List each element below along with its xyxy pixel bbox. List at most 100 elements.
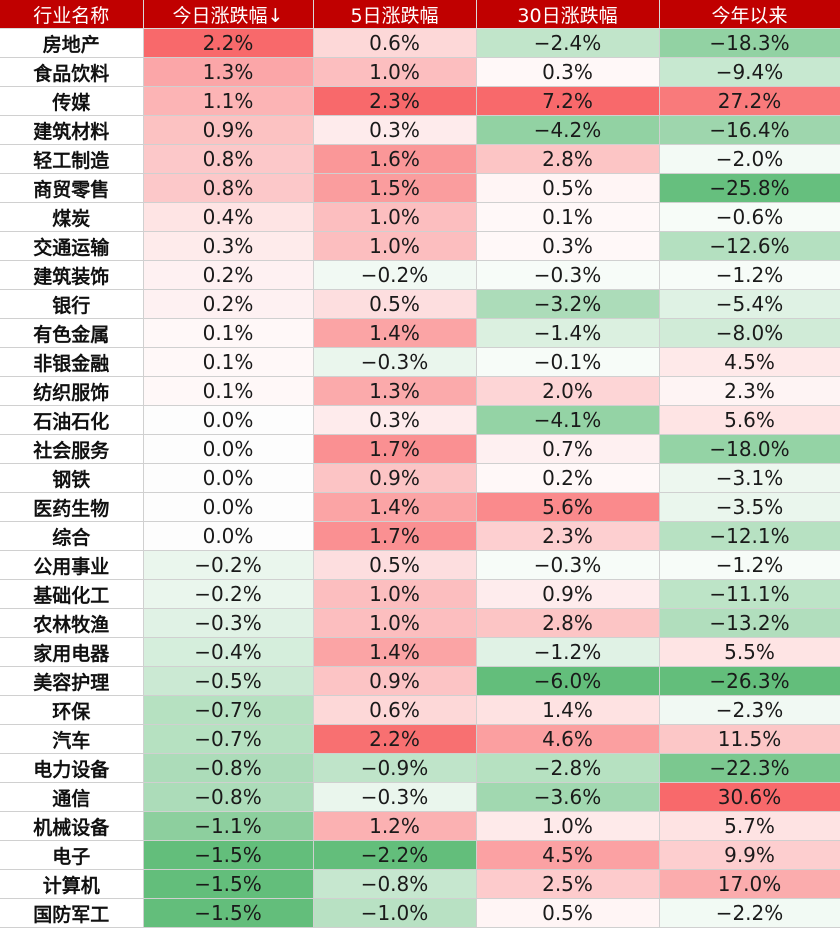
today-change-cell: −0.3% [143,608,314,638]
ytd-change-cell: 4.5% [659,347,840,377]
table-row: 农林牧渔 −0.3% 1.0% 2.8% −13.2% [0,608,840,638]
industry-name-cell: 煤炭 [0,202,144,232]
thirty-day-change-cell: 0.3% [476,231,660,261]
five-day-change-cell: 1.4% [313,318,477,348]
today-change-cell: −0.2% [143,579,314,609]
today-change-cell: 0.0% [143,434,314,464]
five-day-change-cell: 1.3% [313,376,477,406]
thirty-day-change-cell: −6.0% [476,666,660,696]
table-row: 有色金属 0.1% 1.4% −1.4% −8.0% [0,318,840,348]
industry-name-cell: 机械设备 [0,811,144,841]
five-day-change-cell: −0.9% [313,753,477,783]
header-30day-change[interactable]: 30日涨跌幅 [476,0,660,29]
thirty-day-change-cell: −3.6% [476,782,660,812]
table-row: 食品饮料 1.3% 1.0% 0.3% −9.4% [0,57,840,87]
thirty-day-change-cell: −4.1% [476,405,660,435]
thirty-day-change-cell: 0.7% [476,434,660,464]
thirty-day-change-cell: 2.0% [476,376,660,406]
header-today-change-sorted[interactable]: 今日涨跌幅↓ [143,0,314,29]
thirty-day-change-cell: −0.3% [476,550,660,580]
industry-name-cell: 非银金融 [0,347,144,377]
table-row: 综合 0.0% 1.7% 2.3% −12.1% [0,521,840,551]
industry-name-cell: 轻工制造 [0,144,144,174]
today-change-cell: 2.2% [143,28,314,58]
industry-name-cell: 社会服务 [0,434,144,464]
table-row: 石油石化 0.0% 0.3% −4.1% 5.6% [0,405,840,435]
industry-name-cell: 电子 [0,840,144,870]
thirty-day-change-cell: −2.4% [476,28,660,58]
table-row: 美容护理 −0.5% 0.9% −6.0% −26.3% [0,666,840,696]
table-header: 行业名称 今日涨跌幅↓ 5日涨跌幅 30日涨跌幅 今年以来 [0,0,840,29]
header-ytd-change[interactable]: 今年以来 [659,0,840,29]
five-day-change-cell: 1.5% [313,173,477,203]
five-day-change-cell: 0.5% [313,550,477,580]
five-day-change-cell: 1.0% [313,579,477,609]
table-row: 通信 −0.8% −0.3% −3.6% 30.6% [0,782,840,812]
industry-name-cell: 国防军工 [0,898,144,928]
five-day-change-cell: 1.6% [313,144,477,174]
five-day-change-cell: −0.2% [313,260,477,290]
ytd-change-cell: −9.4% [659,57,840,87]
five-day-change-cell: 1.7% [313,434,477,464]
ytd-change-cell: −1.2% [659,260,840,290]
industry-name-cell: 环保 [0,695,144,725]
five-day-change-cell: 0.3% [313,115,477,145]
five-day-change-cell: 1.4% [313,492,477,522]
thirty-day-change-cell: 0.3% [476,57,660,87]
table-row: 钢铁 0.0% 0.9% 0.2% −3.1% [0,463,840,493]
industry-name-cell: 电力设备 [0,753,144,783]
ytd-change-cell: 2.3% [659,376,840,406]
table-row: 基础化工 −0.2% 1.0% 0.9% −11.1% [0,579,840,609]
ytd-change-cell: 5.6% [659,405,840,435]
table-row: 医药生物 0.0% 1.4% 5.6% −3.5% [0,492,840,522]
today-change-cell: −0.7% [143,695,314,725]
ytd-change-cell: −25.8% [659,173,840,203]
table-row: 煤炭 0.4% 1.0% 0.1% −0.6% [0,202,840,232]
ytd-change-cell: −22.3% [659,753,840,783]
today-change-cell: 0.0% [143,492,314,522]
five-day-change-cell: 0.3% [313,405,477,435]
industry-name-cell: 建筑材料 [0,115,144,145]
ytd-change-cell: −16.4% [659,115,840,145]
ytd-change-cell: −3.5% [659,492,840,522]
today-change-cell: −1.5% [143,869,314,899]
header-5day-change[interactable]: 5日涨跌幅 [313,0,477,29]
ytd-change-cell: 11.5% [659,724,840,754]
ytd-change-cell: −26.3% [659,666,840,696]
ytd-change-cell: 5.5% [659,637,840,667]
thirty-day-change-cell: −4.2% [476,115,660,145]
ytd-change-cell: −2.2% [659,898,840,928]
thirty-day-change-cell: 4.5% [476,840,660,870]
thirty-day-change-cell: 2.5% [476,869,660,899]
industry-name-cell: 有色金属 [0,318,144,348]
table-row: 交通运输 0.3% 1.0% 0.3% −12.6% [0,231,840,261]
ytd-change-cell: −8.0% [659,318,840,348]
industry-name-cell: 计算机 [0,869,144,899]
ytd-change-cell: −11.1% [659,579,840,609]
ytd-change-cell: −18.3% [659,28,840,58]
table-row: 汽车 −0.7% 2.2% 4.6% 11.5% [0,724,840,754]
five-day-change-cell: −0.8% [313,869,477,899]
header-industry-name[interactable]: 行业名称 [0,0,144,29]
ytd-change-cell: −5.4% [659,289,840,319]
five-day-change-cell: 0.9% [313,666,477,696]
table-row: 商贸零售 0.8% 1.5% 0.5% −25.8% [0,173,840,203]
industry-name-cell: 钢铁 [0,463,144,493]
today-change-cell: 0.1% [143,376,314,406]
five-day-change-cell: −2.2% [313,840,477,870]
table-row: 轻工制造 0.8% 1.6% 2.8% −2.0% [0,144,840,174]
industry-name-cell: 通信 [0,782,144,812]
today-change-cell: 0.4% [143,202,314,232]
today-change-cell: −0.7% [143,724,314,754]
five-day-change-cell: 1.2% [313,811,477,841]
five-day-change-cell: −0.3% [313,782,477,812]
today-change-cell: −1.5% [143,898,314,928]
five-day-change-cell: 0.6% [313,28,477,58]
five-day-change-cell: 1.0% [313,202,477,232]
thirty-day-change-cell: −0.1% [476,347,660,377]
today-change-cell: 0.0% [143,463,314,493]
today-change-cell: 1.3% [143,57,314,87]
five-day-change-cell: 1.7% [313,521,477,551]
table-row: 环保 −0.7% 0.6% 1.4% −2.3% [0,695,840,725]
thirty-day-change-cell: 2.3% [476,521,660,551]
